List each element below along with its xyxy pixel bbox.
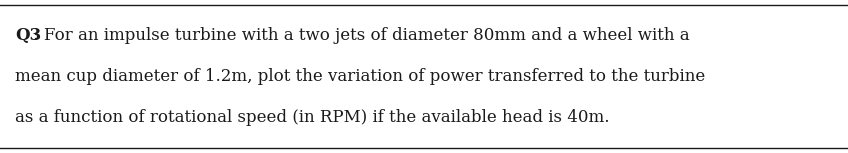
Text: Q3: Q3 (15, 27, 42, 44)
Text: mean cup diameter of 1.2m, plot the variation of power transferred to the turbin: mean cup diameter of 1.2m, plot the vari… (15, 68, 706, 85)
Text: : For an impulse turbine with a two jets of diameter 80mm and a wheel with a: : For an impulse turbine with a two jets… (33, 27, 690, 44)
Text: as a function of rotational speed (in RPM) if the available head is 40m.: as a function of rotational speed (in RP… (15, 109, 610, 126)
